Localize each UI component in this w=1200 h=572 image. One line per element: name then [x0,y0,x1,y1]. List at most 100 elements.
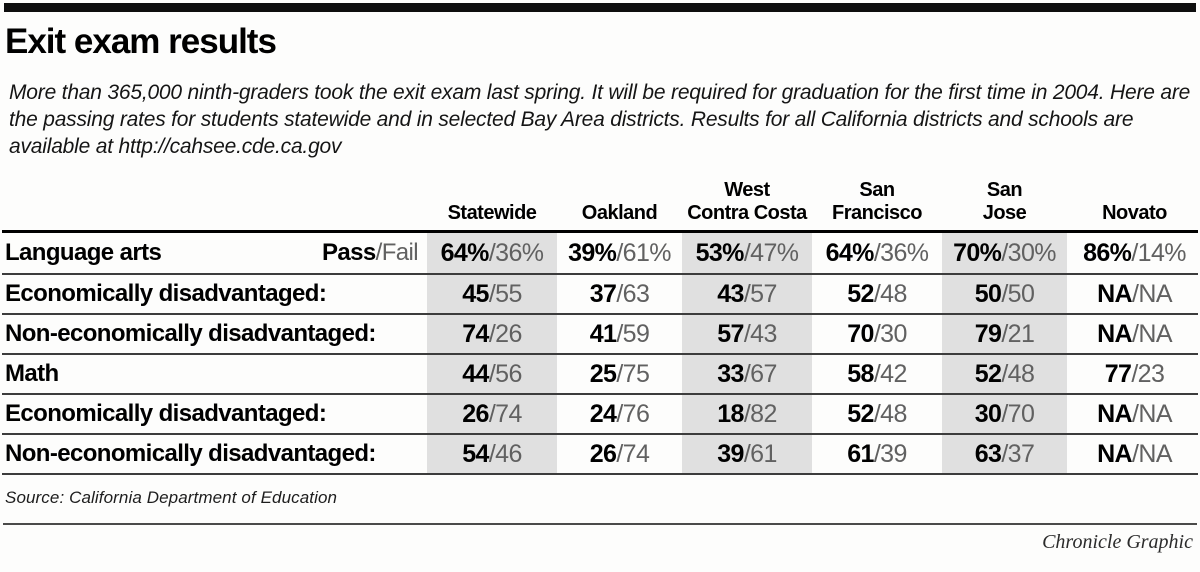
header-line: Jose [982,202,1027,224]
top-rule [4,3,1196,12]
pass-value: 52 [847,399,874,428]
row-label-cell: Non-economically disadvantaged: [2,315,427,353]
header-line: Novato [1102,202,1167,224]
fail-value: /70 [1001,399,1035,428]
pass-value: NA [1097,319,1133,348]
fail-value: /74 [616,439,650,468]
value-cell: 25/75 [557,355,682,393]
column-header-west-contra-costa: West Contra Costa [682,179,812,230]
fail-value: /55 [488,279,523,308]
fail-value: /14% [1131,238,1186,267]
row-label: Non-economically disadvantaged: [5,320,376,347]
value-cell: 70/30 [812,315,942,353]
pass-value: 30 [974,399,1002,428]
page-title: Exit exam results [5,22,277,61]
value-cell: 24/76 [557,395,682,433]
row-label-cell: Economically disadvantaged: [2,395,427,433]
value-cell: 33/67 [682,355,812,393]
fail-value: /NA [1132,399,1172,428]
fail-value: /36% [873,238,929,267]
row-label-cell: Non-economically disadvantaged: [2,435,427,473]
table-row-non-econ-disadvantaged-math: Non-economically disadvantaged: 54/46 26… [2,433,1198,473]
value-cell: 63/37 [942,435,1067,473]
fail-value: /36% [488,238,544,267]
fail-value: /23 [1131,359,1165,388]
pass-value: 26 [462,399,489,428]
fail-value: /59 [616,319,650,348]
row-label-cell: Economically disadvantaged: [2,275,427,313]
header-row: Statewide Oakland West Contra Costa San … [2,177,1198,233]
row-label: Math [5,360,59,387]
fail-value: /63 [616,279,650,308]
row-label: Economically disadvantaged: [5,280,327,307]
value-cell: 58/42 [812,355,942,393]
pass-value: 24 [589,399,617,428]
fail-value: /61 [743,439,778,468]
value-cell: NA/NA [1067,435,1200,473]
exit-exam-graphic: Exit exam results More than 365,000 nint… [0,3,1200,572]
fail-value: /48 [873,279,908,308]
value-cell: 64%/36% [812,233,942,273]
pass-value: NA [1097,399,1133,428]
pass-value: 45 [462,279,489,308]
pass-value: 54 [462,439,489,468]
value-cell: 26/74 [557,435,682,473]
header-line: San [986,179,1023,201]
pass-value: 53% [695,238,745,267]
row-label: Economically disadvantaged: [5,400,327,427]
pass-value: 61 [847,439,874,468]
pass-value: 64% [825,238,875,267]
fail-value: /NA [1132,439,1172,468]
fail-value: /42 [873,359,908,388]
fail-value: /82 [743,399,778,428]
row-label-cell: Math [2,355,427,393]
pass-value: 86% [1083,238,1132,267]
table-row-language-arts: Language arts Pass/Fail 64%/36% 39%/61% … [2,233,1198,273]
fail-value: /57 [743,279,778,308]
column-header-oakland: Oakland [557,202,682,230]
pass-value: 52 [847,279,874,308]
fail-value: /43 [743,319,778,348]
fail-value: /30% [1001,238,1056,267]
value-cell: 45/55 [427,275,557,313]
header-line: Francisco [832,202,922,224]
pass-legend: Pass [322,239,376,266]
fail-value: /39 [873,439,908,468]
value-cell: 50/50 [942,275,1067,313]
pass-value: 33 [717,359,744,388]
pass-value: 63 [974,439,1002,468]
value-cell: 77/23 [1067,355,1200,393]
table-row-econ-disadvantaged-math: Economically disadvantaged: 26/74 24/76 … [2,393,1198,433]
column-header-san-jose: San Jose [942,179,1067,230]
fail-value: /NA [1132,279,1172,308]
value-cell: 54/46 [427,435,557,473]
pass-value: 64% [440,238,490,267]
table-row-non-econ-disadvantaged-la: Non-economically disadvantaged: 74/26 41… [2,313,1198,353]
value-cell: 44/56 [427,355,557,393]
row-label-cell: Language arts Pass/Fail [2,233,427,273]
fail-value: /74 [488,399,523,428]
credit-line: Chronicle Graphic [1042,531,1193,553]
value-cell: 64%/36% [427,233,557,273]
column-header-statewide: Statewide [427,202,557,230]
fail-value: /61% [616,238,671,267]
header-line: Contra Costa [687,202,807,224]
value-cell: 86%/14% [1067,233,1200,273]
column-header-san-francisco: San Francisco [812,179,942,230]
fail-value: /26 [488,319,523,348]
pass-value: 70% [953,238,1002,267]
pass-value: 77 [1104,359,1132,388]
fail-value: /21 [1001,319,1035,348]
header-line: San [859,179,895,201]
value-cell: 52/48 [942,355,1067,393]
pass-value: NA [1097,279,1133,308]
results-table: Statewide Oakland West Contra Costa San … [2,177,1198,475]
table-row-econ-disadvantaged-la: Economically disadvantaged: 45/55 37/63 … [2,273,1198,313]
table-row-math: Math 44/56 25/75 33/67 58/42 52/48 77/23 [2,353,1198,393]
fail-value: /46 [488,439,523,468]
pass-value: 44 [462,359,489,388]
source-line: Source: California Department of Educati… [5,488,338,507]
value-cell: 52/48 [812,275,942,313]
footer-rule [3,523,1197,525]
value-cell: NA/NA [1067,395,1200,433]
